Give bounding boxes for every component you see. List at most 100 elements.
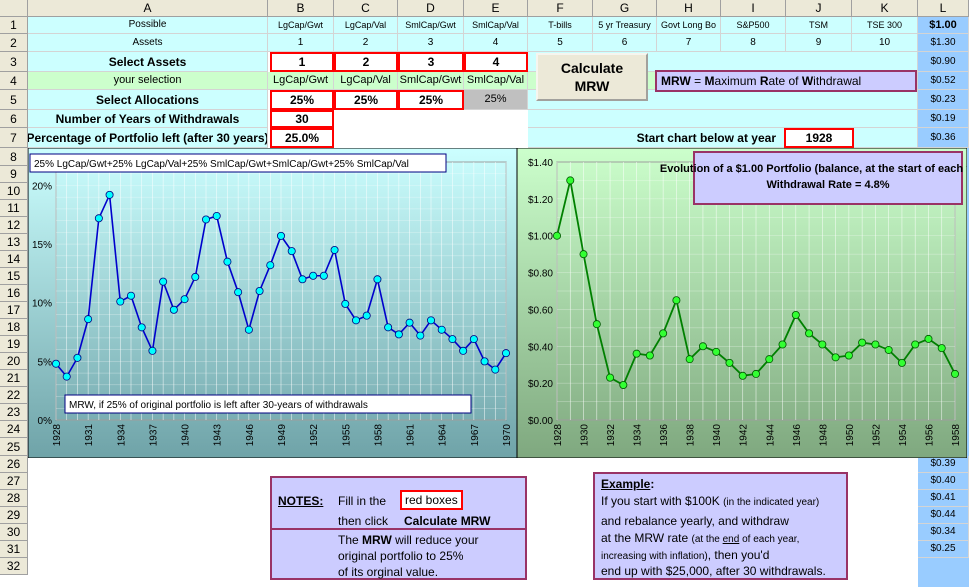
row-header-20[interactable]: 20	[0, 353, 28, 370]
chart1-point	[491, 365, 500, 374]
row-header-18[interactable]: 18	[0, 319, 28, 336]
chart1-point	[448, 335, 457, 344]
pct-left-input[interactable]: 25.0%	[270, 128, 334, 148]
row-header-25[interactable]: 25	[0, 438, 28, 456]
row-header-19[interactable]: 19	[0, 336, 28, 353]
chart2-point	[712, 347, 721, 356]
chart2-point	[884, 345, 893, 354]
notes-line3: of its orginal value.	[338, 565, 439, 579]
row-header-23[interactable]: 23	[0, 404, 28, 421]
row-header-32[interactable]: 32	[0, 558, 28, 575]
col-l-value: $0.34	[918, 524, 969, 541]
notes-then: then click	[338, 514, 389, 528]
row-header-1[interactable]: 1	[0, 17, 28, 34]
allocation-input-1[interactable]: 25%	[270, 90, 334, 110]
row-header-21[interactable]: 21	[0, 370, 28, 387]
row-header-22[interactable]: 22	[0, 387, 28, 404]
row-header-31[interactable]: 31	[0, 541, 28, 558]
row-header-16[interactable]: 16	[0, 285, 28, 302]
col-l-value: $0.25	[918, 541, 969, 558]
notes-title: NOTES:	[278, 494, 324, 508]
row-header-26[interactable]: 26	[0, 456, 28, 473]
column-header-f[interactable]: F	[528, 0, 593, 17]
chart1-point	[201, 215, 210, 224]
row-header-10[interactable]: 10	[0, 183, 28, 200]
row-header-4[interactable]: 4	[0, 72, 28, 90]
calculate-mrw-button[interactable]: Calculate MRW	[536, 53, 648, 101]
column-header-a[interactable]: A	[28, 0, 268, 17]
asset-number-2: 2	[334, 34, 398, 52]
allocation-input-2[interactable]: 25%	[334, 90, 398, 110]
chart1-point	[416, 331, 425, 340]
chart1-x-tick: 1961	[406, 424, 417, 447]
row-header-28[interactable]: 28	[0, 490, 28, 507]
asset-input-3[interactable]: 3	[398, 52, 464, 72]
row-header-15[interactable]: 15	[0, 268, 28, 285]
notes-box: NOTES: Fill in the red boxes then click …	[270, 476, 527, 580]
column-header-d[interactable]: D	[398, 0, 464, 17]
asset-input-2[interactable]: 2	[334, 52, 398, 72]
row-header-7[interactable]: 7	[0, 128, 28, 148]
row-header-30[interactable]: 30	[0, 524, 28, 541]
row-header-24[interactable]: 24	[0, 421, 28, 438]
row-header-27[interactable]: 27	[0, 473, 28, 490]
column-header-b[interactable]: B	[268, 0, 334, 17]
chart2-y-tick: $0.40	[528, 342, 553, 353]
chart1-point	[266, 261, 275, 270]
column-header-k[interactable]: K	[852, 0, 918, 17]
start-year-input[interactable]: 1928	[784, 128, 854, 148]
column-header-g[interactable]: G	[593, 0, 657, 17]
chart1-x-tick: 1967	[470, 424, 481, 447]
chart2-point	[738, 371, 747, 380]
chart1-y-tick: 10%	[32, 299, 52, 310]
col-l-value: $0.39	[918, 456, 969, 473]
chart1-x-tick: 1958	[373, 424, 384, 447]
chart1-point	[298, 275, 307, 284]
column-header-c[interactable]: C	[334, 0, 398, 17]
row-header-29[interactable]: 29	[0, 507, 28, 524]
chart1-annotation: MRW, if 25% of original portfolio is lef…	[69, 400, 368, 411]
chart2-x-tick: 1944	[765, 424, 776, 447]
row-header-5[interactable]: 5	[0, 90, 28, 110]
row-header-2[interactable]: 2	[0, 34, 28, 52]
chart1-title-box	[29, 153, 447, 173]
years-input[interactable]: 30	[270, 110, 334, 128]
chart2-x-tick: 1942	[739, 424, 750, 447]
selection-name-2: LgCap/Val	[334, 72, 398, 90]
notes-fill: Fill in the	[338, 494, 387, 508]
row-header-3[interactable]: 3	[0, 52, 28, 72]
column-header-l[interactable]: L	[918, 0, 969, 17]
row-header-12[interactable]: 12	[0, 217, 28, 234]
column-header-h[interactable]: H	[657, 0, 721, 17]
row-header-17[interactable]: 17	[0, 302, 28, 319]
row-header-11[interactable]: 11	[0, 200, 28, 217]
asset-name-7: Govt Long Bo	[657, 17, 721, 34]
asset-input-1[interactable]: 1	[270, 52, 334, 72]
chart1-x-tick: 1952	[309, 424, 320, 447]
column-header-i[interactable]: I	[721, 0, 786, 17]
chart2-y-tick: $0.80	[528, 269, 553, 280]
row-header-8[interactable]: 8	[0, 148, 28, 166]
chart2-point	[805, 329, 814, 338]
asset-name-6: 5 yr Treasury	[593, 17, 657, 34]
chart2-point	[897, 358, 906, 367]
chart1-point	[469, 335, 478, 344]
asset-input-4[interactable]: 4	[464, 52, 528, 72]
row-header-13[interactable]: 13	[0, 234, 28, 251]
select-all-corner[interactable]	[0, 0, 28, 17]
column-header-j[interactable]: J	[786, 0, 852, 17]
chart1-point	[351, 316, 360, 325]
allocation-input-3[interactable]: 25%	[398, 90, 464, 110]
chart2-point	[592, 320, 601, 329]
chart1-point	[62, 372, 71, 381]
col-l-value: $1.00	[918, 17, 969, 34]
asset-name-8: S&P500	[721, 17, 786, 34]
row-header-14[interactable]: 14	[0, 251, 28, 268]
row-header-9[interactable]: 9	[0, 166, 28, 183]
chart1-point	[159, 277, 168, 286]
notes-calc: Calculate MRW	[404, 514, 491, 528]
row-header-6[interactable]: 6	[0, 110, 28, 128]
chart1-point	[426, 316, 435, 325]
column-header-e[interactable]: E	[464, 0, 528, 17]
